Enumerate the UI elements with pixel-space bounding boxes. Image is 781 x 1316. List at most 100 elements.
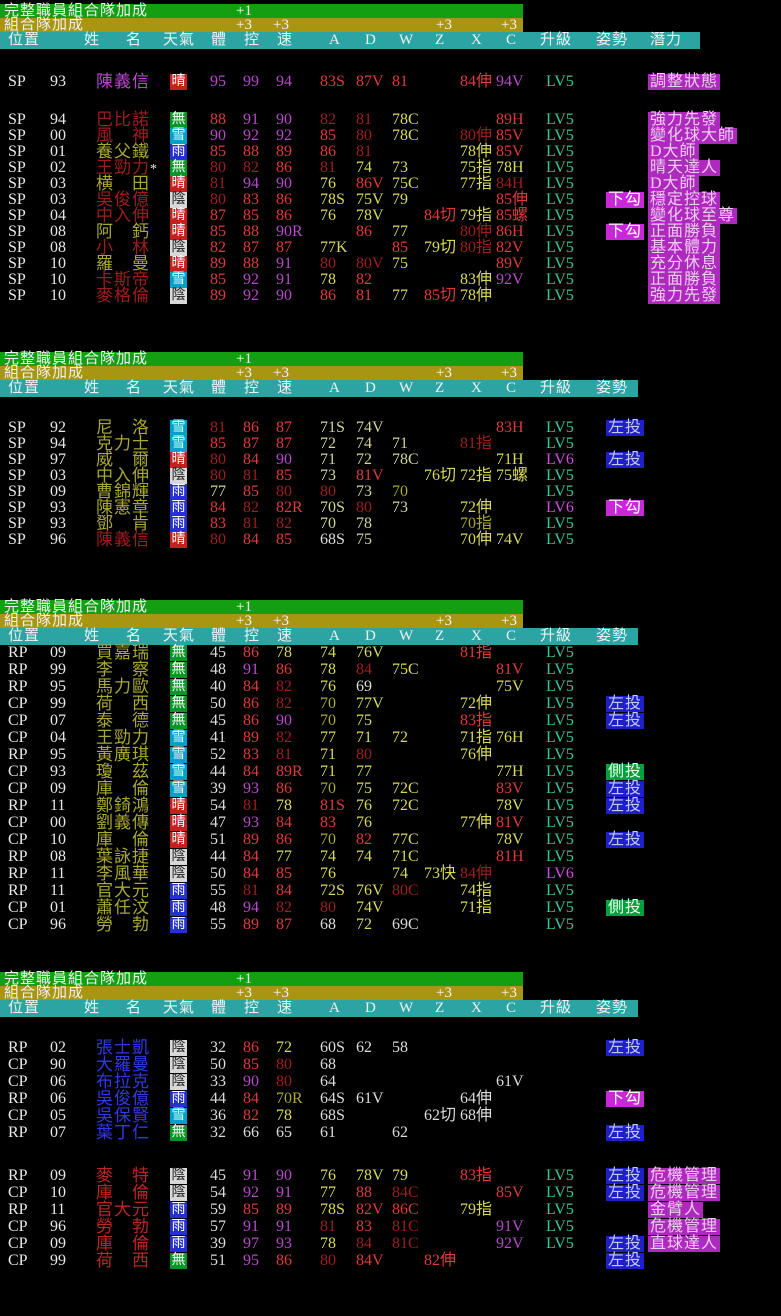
player-row[interactable]: CP 96 勞 勃 雨 55 89 87 68 72 69C LV5: [0, 916, 781, 933]
player-row[interactable]: SP 08 阿 鈣 晴 85 88 90R 86 77 80伸 86H LV5 下勾 正面勝負: [0, 223, 781, 240]
jersey-number: 09: [50, 1235, 66, 1252]
column-header-1: 姓: [84, 1000, 101, 1016]
player-row[interactable]: SP 03 横 田 晴 81 94 90 76 86V 75C 77指 84H LV5 D大師: [0, 175, 781, 192]
player-row[interactable]: SP 10 羅 曼 晴 89 88 91 80 80V 75 89V LV5 充分休息: [0, 255, 781, 272]
column-header-11: X: [471, 628, 483, 644]
stat-control: 94: [243, 899, 259, 916]
player-row[interactable]: SP 09 曹錦輝 雨 77 85 80 80 73 70 LV5: [0, 483, 781, 500]
player-row[interactable]: CP 01 蕭任汶 雨 48 94 82 80 74V 71指 LV5 側投: [0, 899, 781, 916]
stat-control: 83: [243, 191, 259, 208]
level-badge: LV5: [546, 271, 574, 288]
stat-a: 74: [320, 644, 336, 661]
stat-a: 74: [320, 848, 336, 865]
stat-d: 81V: [356, 467, 384, 484]
player-row[interactable]: RP 95 黃廣琪 雪 52 83 81 71 80 76伸 LV5: [0, 746, 781, 763]
stat-a: 68: [320, 1056, 336, 1073]
player-row[interactable]: CP 09 庫 倫 雨 39 97 93 78 84 81C 92V LV5 左投 直球達人: [0, 1235, 781, 1252]
player-row[interactable]: SP 03 吳俊億 陰 80 83 86 78S 75V 79 85伸 LV5 下勾 穩定控球: [0, 191, 781, 208]
player-row[interactable]: CP 10 庫 倫 晴 51 89 86 70 82 77C 78V LV5 左投: [0, 831, 781, 848]
stat-control: 82: [243, 499, 259, 516]
player-row[interactable]: SP 08 小 林 陰 82 87 87 77K 85 79切 80指 82V LV5 基本體力: [0, 239, 781, 256]
player-row[interactable]: CP 10 庫 倫 陰 54 92 91 77 88 84C 85V LV5 左投 危機管理: [0, 1184, 781, 1201]
stat-control: 94: [243, 175, 259, 192]
player-row[interactable]: CP 04 王勁力 雪 41 89 82 77 71 72 71指 76H LV5: [0, 729, 781, 746]
player-row[interactable]: SP 92 尼 洛 雪 81 86 87 71S 74V 83H LV5 左投: [0, 419, 781, 436]
player-row[interactable]: CP 06 布拉克 陰 33 90 80 64 61V: [0, 1073, 781, 1090]
player-row[interactable]: SP 03 中入伸 陰 80 81 85 73 81V 76切 72指 75螺 LV5: [0, 467, 781, 484]
pose-badge: 左投: [606, 451, 645, 468]
level-badge: LV5: [546, 127, 574, 144]
jersey-number: 08: [50, 848, 66, 865]
pitch-entry: 70指: [460, 515, 493, 532]
stat-speed: 90: [276, 287, 292, 304]
player-row[interactable]: RP 95 馬力歐 無 40 84 82 76 69 75V LV5: [0, 678, 781, 695]
player-row[interactable]: SP 04 中入伸 晴 87 85 86 76 78V 84切 79指 85螺 LV5 變化球至尊: [0, 207, 781, 224]
pitch-entry: 82伸: [424, 1252, 457, 1269]
player-row[interactable]: SP 01 養父鐵 雨 85 88 89 86 81 78伸 85V LV5 D大師: [0, 143, 781, 160]
player-row[interactable]: RP 02 張士凱 陰 32 86 72 60S 62 58 左投: [0, 1039, 781, 1056]
pitch-entry: 80指: [460, 239, 493, 256]
player-row[interactable]: CP 07 泰 德 無 45 86 90 70 75 83指 LV5 左投: [0, 712, 781, 729]
player-row[interactable]: RP 11 鄭錡鴻 晴 54 81 78 81S 76 72C 78V LV5 左投: [0, 797, 781, 814]
pose-badge: 左投: [606, 419, 645, 436]
level-badge: LV6: [546, 865, 574, 882]
stat-control: 84: [243, 763, 259, 780]
pose-badge: 左投: [606, 780, 645, 797]
column-header-9: W: [399, 628, 415, 644]
player-row[interactable]: SP 93 鄧 肯 雨 83 81 82 70 78 70指 LV5: [0, 515, 781, 532]
position-cell: SP: [8, 207, 26, 224]
player-row[interactable]: CP 00 劉義傳 晴 47 93 84 83 76 77伸 81V LV5: [0, 814, 781, 831]
player-row[interactable]: CP 05 吳保賢 雪 36 82 78 68S 62切 68伸: [0, 1107, 781, 1124]
player-name: 李風華: [96, 864, 150, 883]
stat-w: 58: [392, 1039, 408, 1056]
player-row[interactable]: RP 11 官大元 雨 59 85 89 78S 82V 86C 79指 LV5 金臂人: [0, 1201, 781, 1218]
player-row[interactable]: SP 97 威 爾 晴 80 84 90 71 72 78C 71H LV6 左投: [0, 451, 781, 468]
position-cell: RP: [8, 1124, 28, 1141]
column-header-3: 天氣: [163, 628, 196, 644]
player-row[interactable]: SP 10 卡斯帝 雪 85 92 91 78 82 83伸 92V LV5 正面勝負: [0, 271, 781, 288]
column-header-row: 位置 姓 名 天氣體控速 A D W Z X C 升級 姿勢: [0, 628, 638, 645]
stat-speed: 90R: [276, 223, 303, 240]
jersey-number: 06: [50, 1090, 66, 1107]
column-header-14: 姿勢: [596, 32, 629, 48]
player-row[interactable]: RP 08 葉詠捷 陰 44 84 77 74 74 71C 81H LV5: [0, 848, 781, 865]
player-row[interactable]: SP 02 王勁力* 無 80 82 86 81 74 73 75指 78H LV5 晴天達人: [0, 159, 781, 177]
potential-badge: 金臂人: [648, 1201, 704, 1218]
bonus-plus-one: +1: [236, 971, 252, 987]
player-row[interactable]: RP 11 官大元 雨 55 81 84 72S 76V 80C 74指 LV5: [0, 882, 781, 899]
level-badge: LV5: [546, 644, 574, 661]
player-row[interactable]: SP 94 巴比諾 無 88 91 90 82 81 78C 89H LV5 強力先發: [0, 111, 781, 128]
player-row[interactable]: CP 99 荷 西 無 51 95 86 80 84V 82伸 左投: [0, 1252, 781, 1269]
pitch-entry: 83指: [460, 712, 493, 729]
stat-stamina: 80: [210, 531, 226, 548]
player-row[interactable]: SP 93 陳義信 晴 95 99 94 83S 87V 81 84伸 94V LV5 調整狀態: [0, 73, 781, 90]
player-row[interactable]: SP 94 克力士 雪 85 87 87 72 74 71 81指 LV5: [0, 435, 781, 452]
player-row[interactable]: RP 09 麥 特 陰 45 91 90 76 78V 79 83指 LV5 左投 危機管理: [0, 1167, 781, 1184]
player-row[interactable]: RP 06 吳俊億 雨 44 84 70R 64S 61V 64伸 下勾: [0, 1090, 781, 1107]
player-row[interactable]: CP 90 大羅曼 陰 50 85 80 68: [0, 1056, 781, 1073]
player-row[interactable]: CP 09 庫 倫 雪 39 93 86 70 75 72C 83V LV5 左投: [0, 780, 781, 797]
stat-control: 90: [243, 1073, 259, 1090]
full-staff-bonus-bar: 完整職員組合隊加成 +1: [0, 4, 523, 19]
player-row[interactable]: RP 99 李 察 無 48 91 86 78 84 75C 81V LV5: [0, 661, 781, 678]
player-row[interactable]: RP 07 葉丁仁 無 32 66 65 61 62 左投: [0, 1124, 781, 1141]
level-badge: LV5: [546, 797, 574, 814]
player-row[interactable]: CP 99 荷 西 無 50 86 82 70 77V 72伸 LV5 左投: [0, 695, 781, 712]
player-row[interactable]: CP 96 勞 勃 雨 57 91 91 81 83 81C 91V LV5 危機管理: [0, 1218, 781, 1235]
stat-speed: 87: [276, 435, 292, 452]
bonus-plus-three: +3: [273, 613, 289, 629]
level-badge: LV5: [546, 159, 574, 176]
stat-d: 83: [356, 1218, 372, 1235]
player-row[interactable]: SP 00 風 神 雪 90 92 92 85 80 78C 80伸 85V LV5 變化球大師: [0, 127, 781, 144]
jersey-number: 93: [50, 515, 66, 532]
player-row[interactable]: RP 09 買嘉瑞 無 45 86 78 74 76V 81指 LV5: [0, 644, 781, 661]
player-row[interactable]: SP 10 麥格倫 陰 89 92 90 86 81 77 85切 78伸 LV5 強力先發: [0, 287, 781, 304]
player-row[interactable]: SP 93 陳憲章 雨 84 82 82R 70S 80 73 72伸 LV6 下勾: [0, 499, 781, 516]
player-row[interactable]: CP 93 瓊 茲 雪 44 84 89R 71 77 77H LV5 側投: [0, 763, 781, 780]
weather-icon: 無: [170, 645, 187, 661]
player-row[interactable]: SP 96 陳義信 晴 80 84 85 68S 75 70伸 74V LV5: [0, 531, 781, 548]
stat-d: 80V: [356, 255, 384, 272]
player-row[interactable]: RP 11 李風華 陰 50 84 85 76 74 73快 84伸 LV6: [0, 864, 781, 883]
stat-a: 83: [320, 814, 336, 831]
